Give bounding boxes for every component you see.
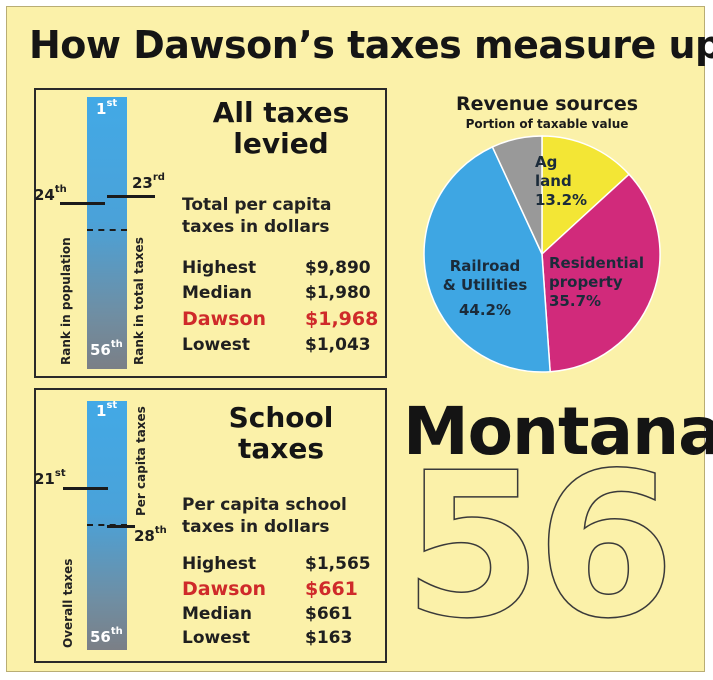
rank-in-total-taxes-label: Rank in total taxes [132, 237, 146, 365]
pie-slice [423, 145, 551, 373]
pie-slice-label: & Utilities [443, 276, 528, 294]
school-taxes-subtitle: Per capita school taxes in dollars [182, 495, 347, 537]
pie-subtitle: Portion of taxable value [465, 117, 629, 131]
bottom-rank-label: 56th [90, 626, 123, 646]
overall-rank-label: 21st [34, 468, 66, 488]
rank-in-population-label: Rank in population [59, 237, 73, 365]
table-row: Highest $1,565 [182, 554, 371, 574]
total-taxes-rank-label: 23rd [132, 172, 165, 192]
pie-value-label: 44.2% [459, 301, 511, 319]
per-capita-rank-label: 28th [134, 525, 167, 545]
table-row: Lowest $1,043 [182, 335, 371, 355]
top-rank-label: 1st [96, 98, 118, 118]
per-capita-rank-marker [107, 525, 135, 528]
all-taxes-subtitle: Total per capita taxes in dollars [182, 195, 332, 237]
school-taxes-title: School taxes [228, 401, 334, 465]
county-count: 56 [402, 430, 676, 663]
pie-slice-label: land [535, 172, 572, 190]
table-row: Highest $9,890 [182, 258, 371, 278]
pie-slice [541, 135, 631, 256]
table-row: Median $1,980 [182, 283, 371, 303]
total-taxes-rank-marker [107, 195, 155, 198]
pie-slice-label: Ag [535, 153, 557, 171]
pie-slice-label: Residential [549, 254, 644, 272]
all-taxes-panel: 1st 24th 23rd 56th Rank in population Ra… [34, 88, 387, 378]
per-capita-taxes-label: Per capita taxes [134, 406, 148, 516]
table-row-dawson: Dawson $661 [182, 578, 358, 600]
pie-slice-label: Railroad [450, 257, 521, 275]
overall-taxes-label: Overall taxes [61, 558, 75, 648]
pie-value-label: 35.7% [549, 292, 601, 310]
school-taxes-panel: 1st 21st 28th 56th Overall taxes Per cap… [34, 388, 387, 663]
pie-slice [491, 135, 543, 255]
table-row: Lowest $163 [182, 628, 353, 648]
pie-value-label: 13.2% [535, 191, 587, 209]
montana-label: Montana [403, 393, 713, 470]
pie-slice-label: property [549, 273, 623, 291]
all-taxes-title: All taxes levied [212, 96, 350, 160]
headline: How Dawson’s taxes measure up [29, 23, 713, 67]
population-rank-label: 24th [34, 184, 67, 204]
infographic-frame: How Dawson’s taxes measure up 1st 24th 2… [6, 6, 713, 672]
top-rank-label: 1st [96, 400, 118, 420]
table-row: Median $661 [182, 604, 353, 624]
population-rank-marker [60, 202, 105, 205]
table-row-dawson: Dawson $1,968 [182, 308, 379, 330]
pie-slice [541, 173, 661, 373]
bottom-rank-label: 56th [90, 339, 123, 359]
pie-title: Revenue sources [455, 93, 639, 115]
median-dash [87, 229, 127, 231]
overall-rank-marker [63, 487, 108, 490]
rank-bar [87, 97, 127, 369]
